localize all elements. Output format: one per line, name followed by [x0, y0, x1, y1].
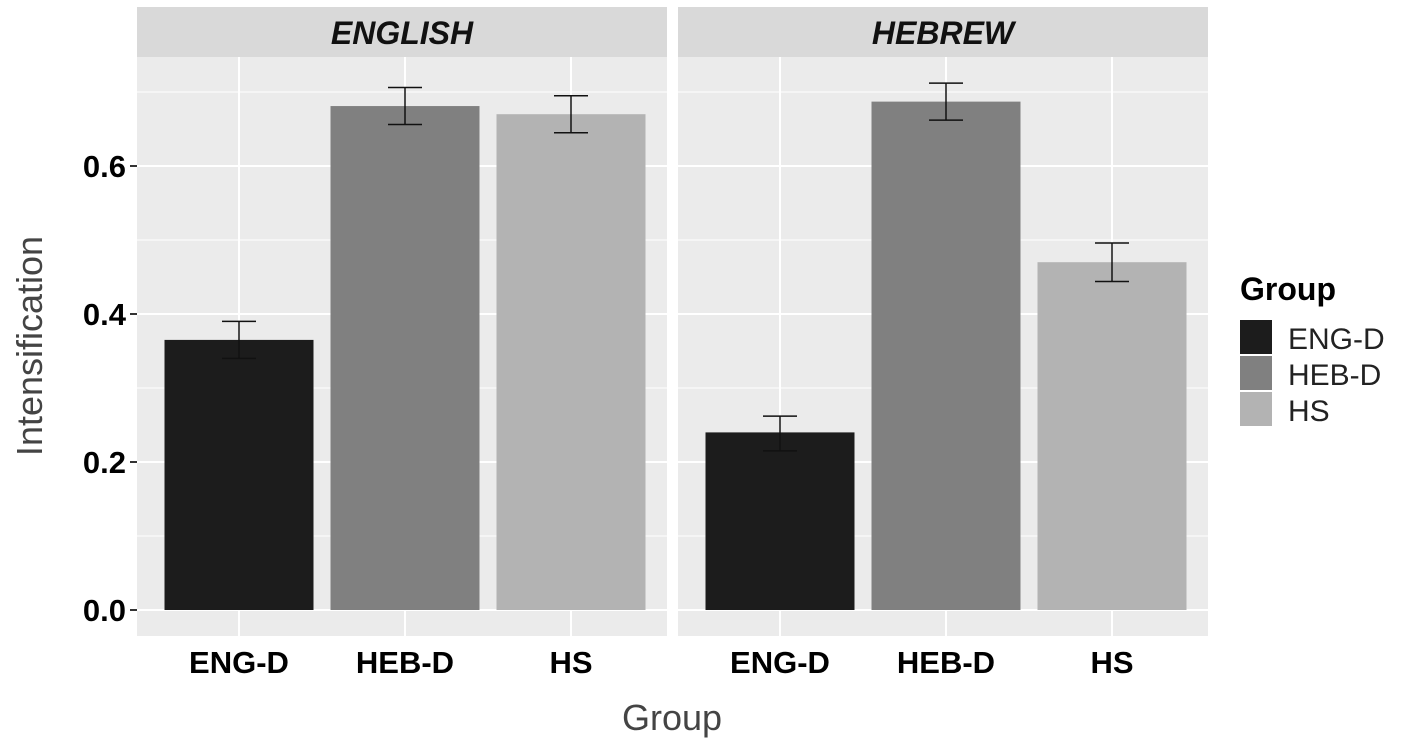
y-tick-label: 0.0 [83, 593, 126, 628]
legend-item: ENG-D [1240, 320, 1385, 356]
facet-panels: ENGLISH ENG-D HEB-D HS HEBREW ENG-D HEB-D HS [137, 7, 1208, 680]
facet-label: ENGLISH [331, 15, 474, 51]
legend-item: HS [1240, 392, 1330, 428]
legend-label: HS [1288, 395, 1330, 428]
error-bar [1095, 242, 1129, 283]
legend-label: ENG-D [1288, 323, 1385, 356]
y-tick-label: 0.6 [83, 149, 126, 184]
error-bar [763, 415, 797, 452]
legend-item: HEB-D [1240, 356, 1381, 392]
bar [496, 114, 646, 610]
x-tick-label: HS [549, 645, 592, 680]
y-axis-ticks: 0.0 0.2 0.4 0.6 [83, 149, 137, 628]
facet-panel: ENGLISH ENG-D HEB-D HS [137, 7, 667, 680]
error-bar [388, 86, 422, 126]
legend-title: Group [1240, 271, 1336, 307]
legend-swatch [1240, 320, 1272, 354]
facet-panel: HEBREW ENG-D HEB-D HS [678, 7, 1208, 680]
bar [705, 432, 855, 610]
x-tick-label: HEB-D [356, 645, 454, 680]
legend-swatch [1240, 356, 1272, 390]
legend-swatch [1240, 392, 1272, 426]
facet-strip [137, 7, 667, 57]
x-axis-title: Group [622, 697, 722, 738]
bar [164, 339, 314, 610]
x-tick-label: HEB-D [897, 645, 995, 680]
x-tick-label: ENG-D [189, 645, 289, 680]
facet-strip [678, 7, 1208, 57]
bar [1037, 262, 1187, 610]
y-tick-label: 0.4 [83, 297, 127, 332]
bar [330, 106, 480, 610]
error-bar [929, 82, 963, 121]
legend-label: HEB-D [1288, 359, 1381, 392]
bar [871, 101, 1021, 611]
y-axis-title: Intensification [9, 236, 50, 456]
x-tick-label: ENG-D [730, 645, 830, 680]
facet-label: HEBREW [872, 15, 1017, 51]
error-bar [554, 94, 588, 134]
x-tick-label: HS [1090, 645, 1133, 680]
y-tick-label: 0.2 [83, 445, 126, 480]
error-bar [222, 320, 256, 360]
